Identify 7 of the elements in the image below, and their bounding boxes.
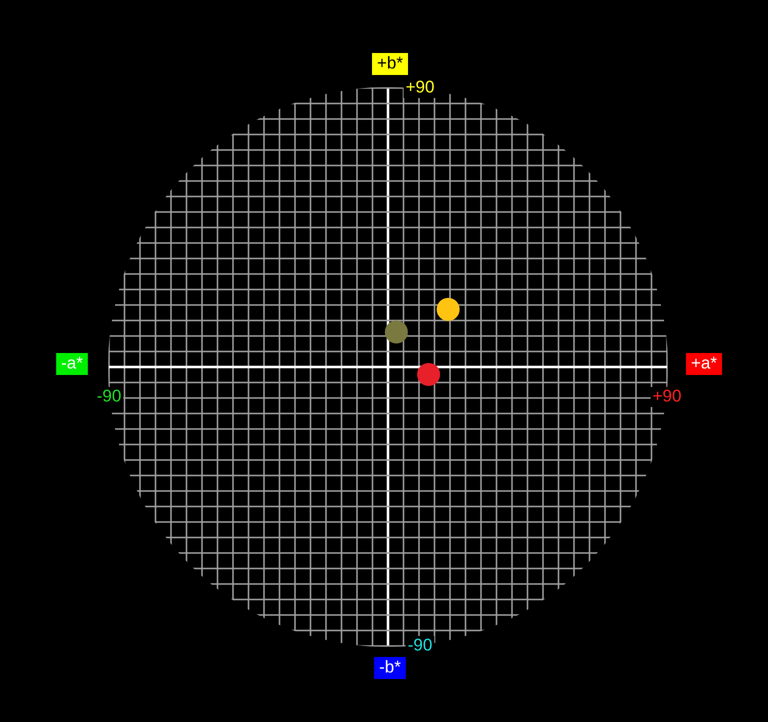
text: +a* — [691, 354, 718, 373]
text: -a* — [61, 354, 84, 373]
text: -b* — [379, 658, 402, 677]
point — [384, 320, 408, 344]
point — [436, 298, 460, 321]
text: +b* — [377, 54, 404, 73]
point — [417, 362, 440, 386]
